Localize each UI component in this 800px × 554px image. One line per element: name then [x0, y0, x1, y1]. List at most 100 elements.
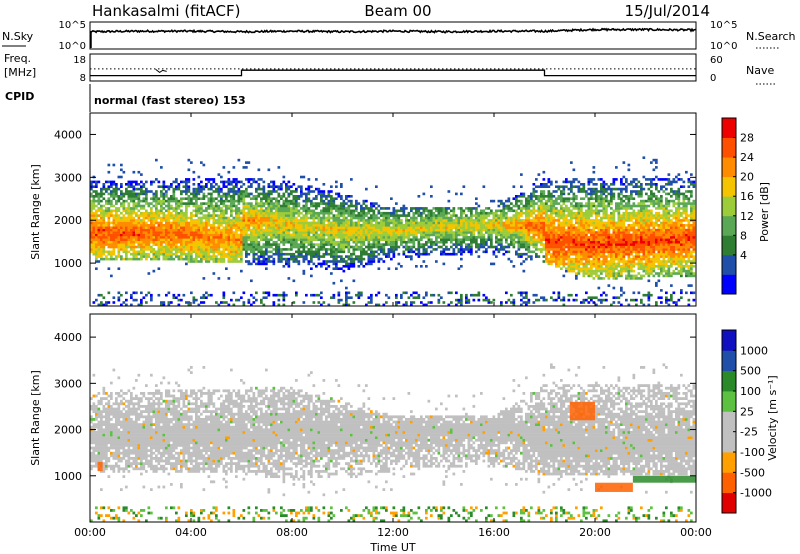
power-cell [365, 204, 368, 208]
power-cell [172, 245, 176, 249]
power-cell [200, 260, 203, 263]
power-cell [235, 236, 238, 239]
power-cell [92, 197, 96, 201]
power-cell [482, 216, 486, 220]
power-cell [237, 214, 241, 217]
power-cell [365, 207, 368, 210]
power-cell [117, 252, 121, 256]
power-cell [530, 226, 533, 230]
power-cell [117, 228, 121, 232]
power-cell [477, 248, 481, 251]
power-cell [337, 248, 341, 251]
power-cell [510, 216, 513, 220]
power-cell [435, 233, 438, 237]
power-cell [225, 301, 228, 304]
power-cell [505, 204, 508, 208]
power-cell [512, 216, 516, 220]
power-cell [450, 226, 453, 230]
power-cell [557, 238, 561, 242]
power-cell [257, 236, 261, 239]
power-cell [265, 248, 268, 251]
power-cell [315, 187, 318, 191]
power-cell [535, 178, 538, 181]
power-cell [295, 204, 298, 208]
power-cell [172, 226, 176, 230]
power-cell [205, 228, 208, 232]
power-cell [90, 228, 93, 232]
power-cell [227, 178, 231, 181]
power-cell [467, 243, 471, 246]
power-cell [275, 207, 278, 210]
power-cell [415, 207, 418, 210]
power-cell [552, 216, 556, 220]
power-cell [500, 245, 503, 249]
power-cell [355, 207, 358, 210]
power-cell [350, 204, 353, 208]
power-cell [222, 219, 226, 222]
power-cell [385, 236, 388, 239]
power-cell [142, 183, 146, 186]
power-cell [407, 214, 411, 217]
power-cell [387, 224, 391, 227]
power-cell [272, 233, 276, 237]
power-cell [337, 233, 341, 237]
power-cell [435, 236, 438, 239]
power-cell [355, 199, 358, 203]
power-cell [460, 252, 463, 256]
power-cell [372, 236, 376, 239]
power-cell [102, 197, 106, 201]
power-cell [170, 240, 173, 244]
power-cell [152, 236, 156, 239]
power-cell [277, 187, 281, 191]
power-cell [497, 248, 501, 251]
power-cell [327, 236, 331, 239]
power-cell [520, 226, 523, 230]
power-cell [175, 185, 178, 189]
power-cell [360, 293, 363, 297]
power-cell [195, 226, 198, 230]
power-cell [550, 236, 553, 239]
power-cell [312, 219, 316, 222]
power-cell [275, 190, 278, 193]
power-cell [497, 238, 501, 242]
power-cell [255, 233, 258, 237]
power-cell [335, 231, 338, 234]
power-cell [372, 257, 376, 261]
power-cell [97, 260, 101, 263]
power-cell [237, 228, 241, 232]
power-cell [530, 250, 533, 254]
power-cell [95, 224, 98, 227]
power-cell [185, 257, 188, 261]
power-cell [222, 211, 226, 215]
power-cell [312, 228, 316, 232]
power-cell [287, 216, 291, 220]
power-cell [357, 240, 361, 244]
power-cell [150, 240, 153, 244]
power-cell [185, 197, 188, 201]
power-cell [180, 197, 183, 201]
power-cell [570, 265, 573, 268]
power-cell [215, 260, 218, 263]
power-cell [520, 211, 523, 215]
power-cell [360, 231, 363, 234]
power-cell [222, 199, 226, 203]
power-cell [187, 257, 191, 261]
power-cell [352, 221, 356, 225]
power-cell [437, 228, 441, 232]
power-cell [362, 238, 366, 242]
power-cell [512, 214, 516, 217]
power-cell [105, 243, 108, 246]
power-cell [477, 291, 481, 295]
power-cell [395, 240, 398, 244]
power-cell [115, 187, 118, 191]
power-cell [232, 190, 236, 193]
power-cell [282, 303, 286, 307]
power-cell [182, 211, 186, 215]
power-cell [475, 207, 478, 210]
power-cell [500, 236, 503, 239]
power-cell [515, 199, 518, 203]
power-cell [547, 195, 551, 198]
power-cell [252, 226, 256, 230]
power-cell [400, 265, 403, 268]
power-cell [190, 224, 193, 227]
